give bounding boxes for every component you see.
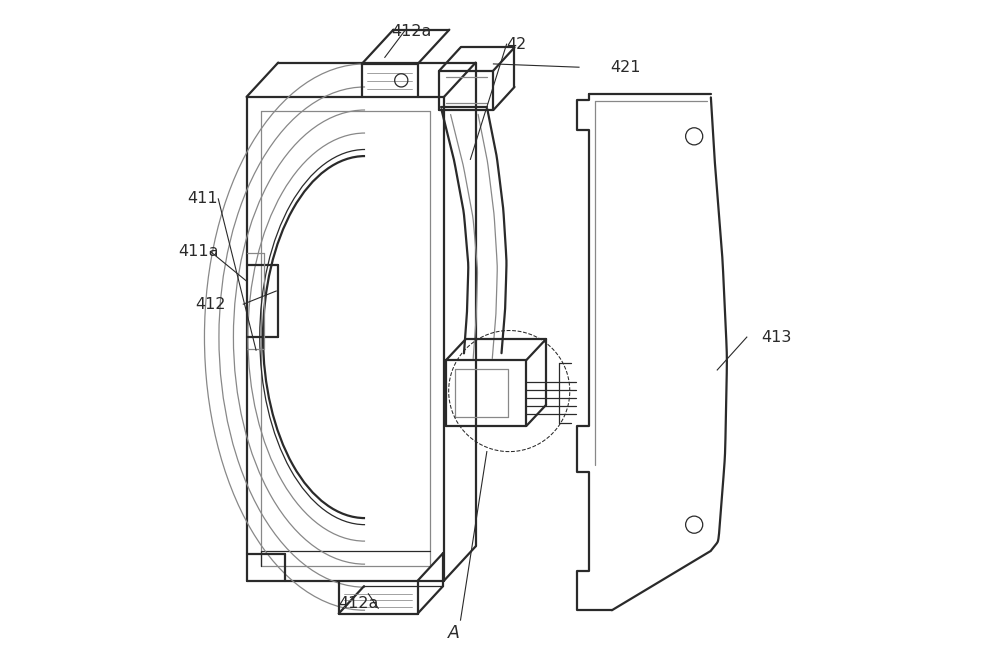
Text: 42: 42 xyxy=(506,36,527,52)
Text: 411a: 411a xyxy=(178,244,219,259)
Text: 421: 421 xyxy=(610,59,640,75)
Text: 411: 411 xyxy=(187,191,218,206)
Text: 412a: 412a xyxy=(391,24,431,38)
Text: A: A xyxy=(448,624,460,642)
Text: 412a: 412a xyxy=(338,596,379,611)
Text: 412: 412 xyxy=(195,297,226,312)
Text: 413: 413 xyxy=(761,330,792,344)
